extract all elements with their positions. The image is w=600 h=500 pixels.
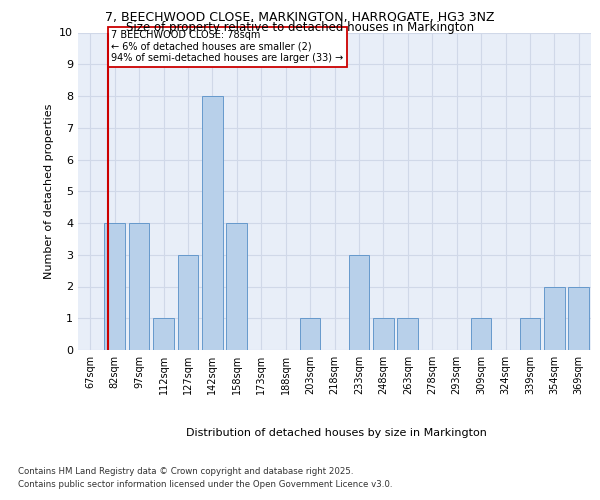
Bar bbox=[373, 318, 394, 350]
Bar bbox=[397, 318, 418, 350]
Bar bbox=[202, 96, 223, 350]
Bar bbox=[349, 255, 370, 350]
Bar bbox=[520, 318, 541, 350]
Bar bbox=[470, 318, 491, 350]
Text: Contains HM Land Registry data © Crown copyright and database right 2025.: Contains HM Land Registry data © Crown c… bbox=[18, 468, 353, 476]
Bar bbox=[544, 286, 565, 350]
Text: Size of property relative to detached houses in Markington: Size of property relative to detached ho… bbox=[126, 21, 474, 34]
Bar bbox=[568, 286, 589, 350]
Bar bbox=[153, 318, 174, 350]
Text: Distribution of detached houses by size in Markington: Distribution of detached houses by size … bbox=[185, 428, 487, 438]
Bar bbox=[128, 223, 149, 350]
Bar bbox=[226, 223, 247, 350]
Bar bbox=[299, 318, 320, 350]
Bar bbox=[104, 223, 125, 350]
Text: 7, BEECHWOOD CLOSE, MARKINGTON, HARROGATE, HG3 3NZ: 7, BEECHWOOD CLOSE, MARKINGTON, HARROGAT… bbox=[105, 11, 495, 24]
Y-axis label: Number of detached properties: Number of detached properties bbox=[44, 104, 53, 279]
Text: 7 BEECHWOOD CLOSE: 78sqm
← 6% of detached houses are smaller (2)
94% of semi-det: 7 BEECHWOOD CLOSE: 78sqm ← 6% of detache… bbox=[112, 30, 344, 64]
Bar bbox=[178, 255, 199, 350]
Text: Contains public sector information licensed under the Open Government Licence v3: Contains public sector information licen… bbox=[18, 480, 392, 489]
